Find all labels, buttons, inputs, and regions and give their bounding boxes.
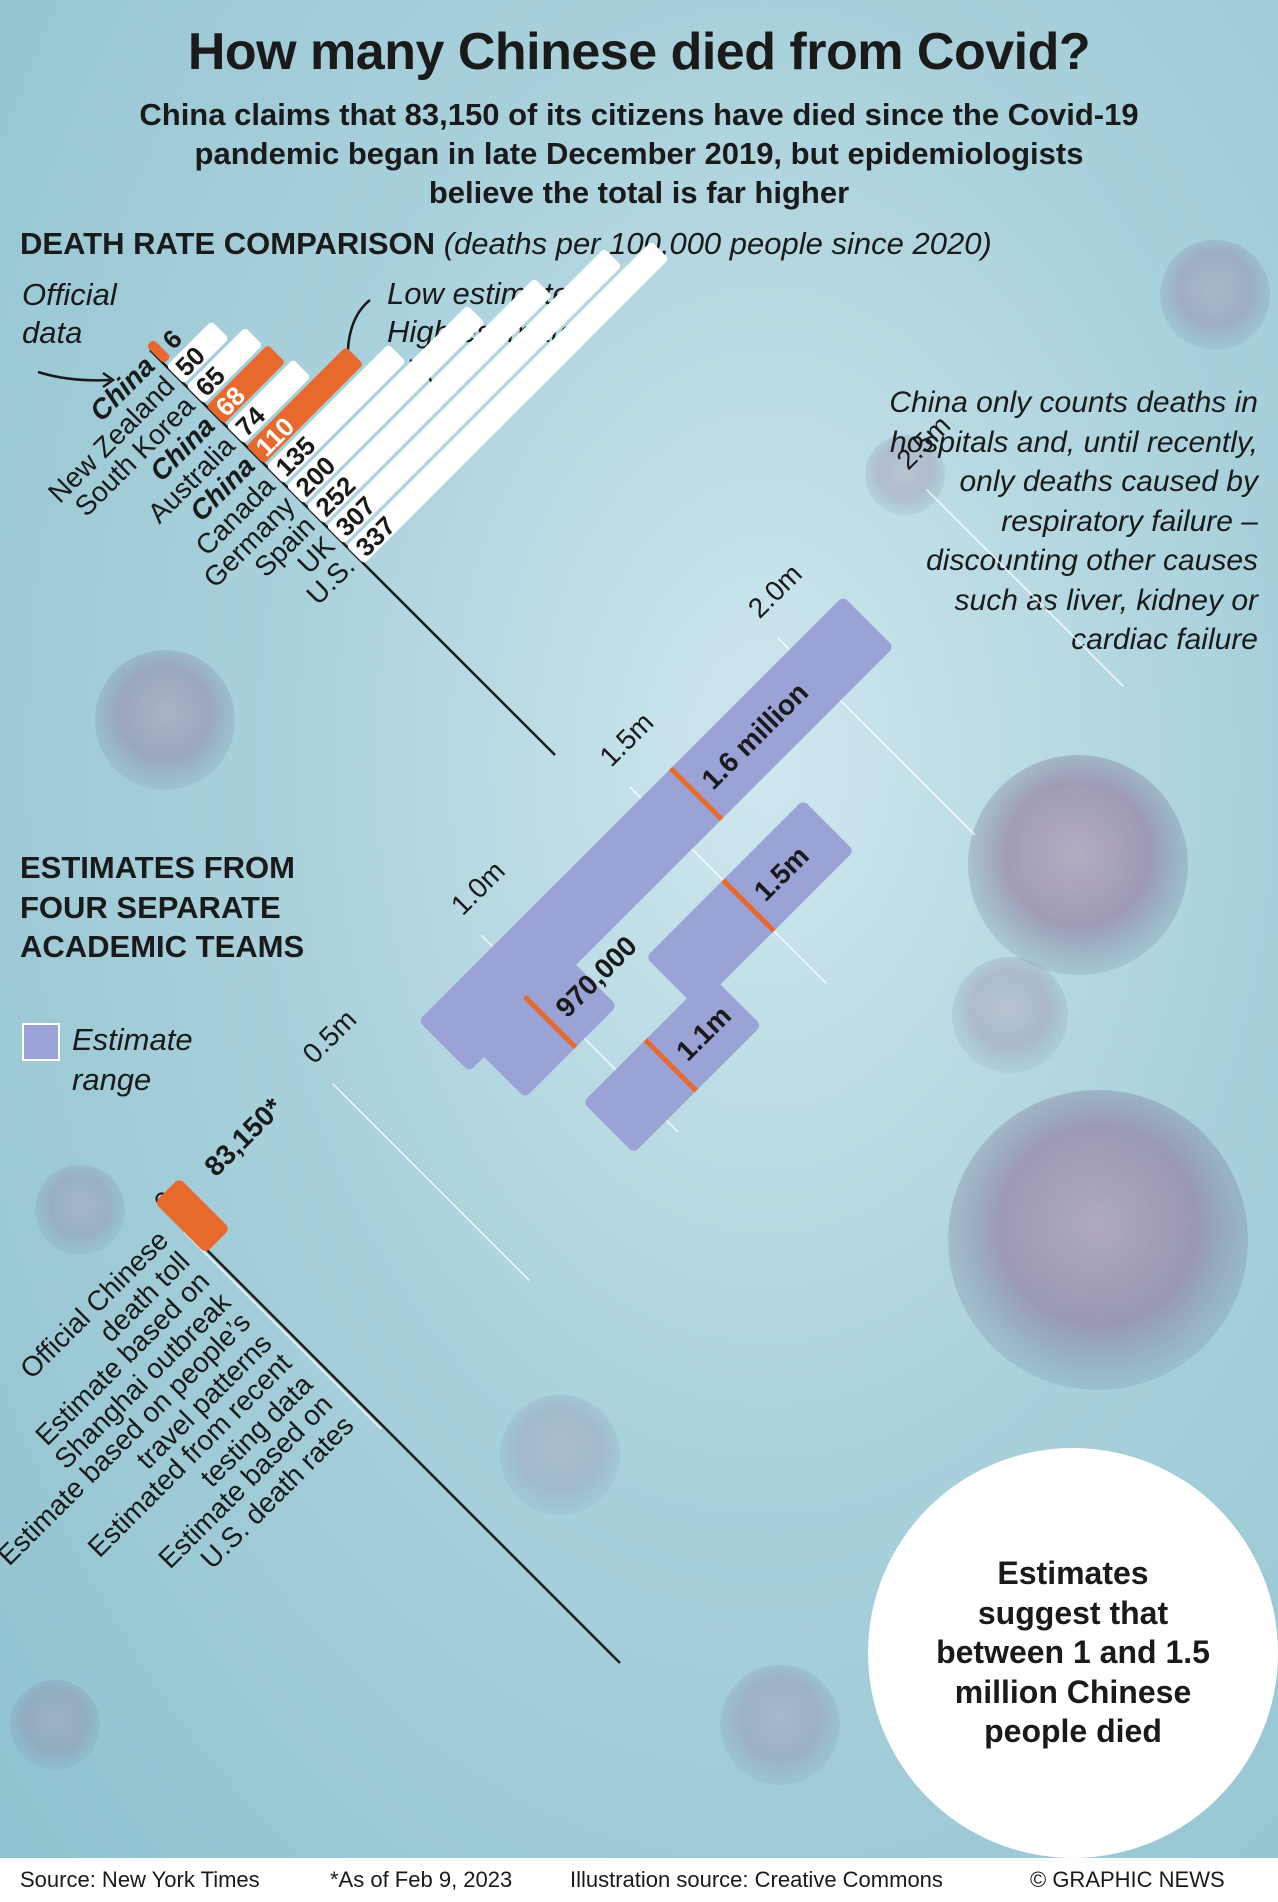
death-rate-bar [307, 279, 551, 523]
footer-illustration: Illustration source: Creative Commons [570, 1867, 943, 1892]
china-counting-note: China only counts deaths in hospitals an… [889, 386, 1258, 656]
estimate-central-marker [522, 994, 578, 1050]
footer-credit: © GRAPHIC NEWS [1030, 1867, 1225, 1892]
death-rate-bar [167, 322, 228, 383]
footer: Source: New York Times *As of Feb 9, 202… [0, 1858, 1278, 1902]
estimate-central-marker [668, 766, 724, 822]
death-rate-bar [227, 360, 310, 443]
page-subtitle: China claims that 83,150 of its citizens… [139, 97, 1139, 210]
legend-official-data: Official data [22, 277, 117, 350]
death-rate-bar [247, 348, 362, 463]
official-data-arrowhead [102, 371, 116, 389]
estimate-axis-tick: 1.0m [445, 855, 511, 921]
official-death-toll-bar [157, 1180, 228, 1251]
death-rate-unit: (deaths per 100,000 people since 2020) [443, 226, 992, 261]
estimate-axis-tick: 2.0m [742, 558, 808, 624]
footer-source: Source: New York Times [20, 1867, 260, 1892]
estimate-central-marker [643, 1038, 698, 1093]
summary-circle: Estimates suggest that between 1 and 1.5… [868, 1448, 1278, 1858]
death-rate-bar [187, 329, 262, 403]
death-rate-bar [327, 250, 621, 543]
official-data-arrow [37, 370, 111, 382]
death-rate-bar [207, 346, 284, 423]
official-death-toll-value: 83,150* [198, 1092, 288, 1182]
estimate-range-bar [476, 957, 615, 1096]
estimates-baseline [194, 1237, 621, 1664]
estimate-axis-tick: 1.5m [593, 706, 659, 772]
estimate-axis-tick: 0.5m [296, 1003, 362, 1069]
death-rate-heading-text: DEATH RATE COMPARISON [20, 226, 436, 261]
estimate-range-swatch [22, 1023, 60, 1061]
estimates-bars: 83,150*1.6 million970,0001.5m1.1mOfficia… [0, 598, 892, 1575]
page-title: How many Chinese died from Covid? [187, 23, 1091, 81]
estimate-axis-tick: 2.5m [890, 409, 956, 475]
estimate-gridline [332, 1083, 530, 1281]
death-rate-bar [147, 340, 170, 363]
estimate-range-label: Estimate range [72, 1022, 193, 1097]
death-rate-bar [267, 345, 405, 483]
estimates-axis: 00.5m1.0m1.5m2.0m2.5m [148, 409, 1124, 1430]
death-rate-bar [347, 242, 668, 563]
footer-asof: *As of Feb 9, 2023 [330, 1867, 513, 1892]
estimates-heading: ESTIMATES FROM FOUR SEPARATE ACADEMIC TE… [20, 850, 305, 964]
estimate-gridline [926, 489, 1124, 688]
death-rate-heading: DEATH RATE COMPARISON (deaths per 100,00… [20, 226, 992, 262]
estimate-range-bar [420, 598, 892, 1070]
summary-text: Estimates suggest that between 1 and 1.5… [936, 1555, 1210, 1750]
estimate-central-marker [721, 878, 776, 933]
death-rate-bar [287, 306, 484, 503]
estimate-gridline [183, 1231, 382, 1430]
